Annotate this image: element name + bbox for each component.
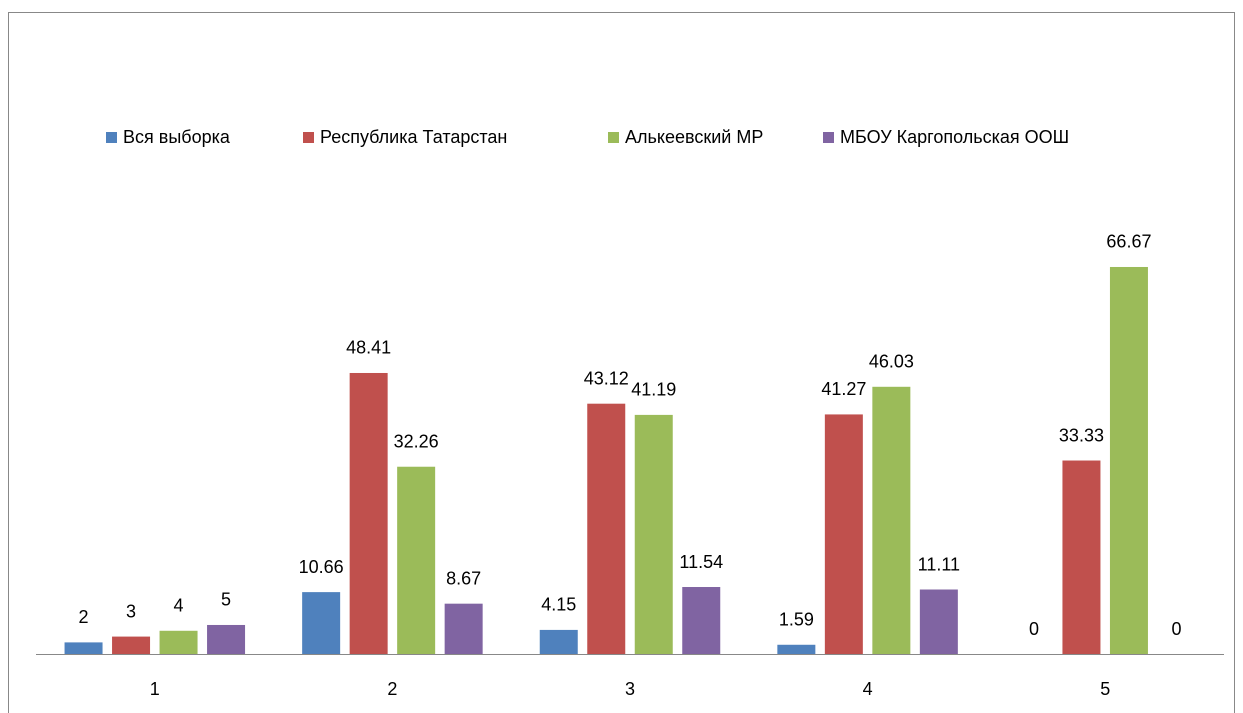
legend-swatch xyxy=(106,132,117,143)
data-label: 11.11 xyxy=(918,554,960,574)
bar xyxy=(302,592,341,654)
x-tick-label: 2 xyxy=(387,679,397,699)
data-label: 0 xyxy=(1029,619,1039,639)
data-label: 41.19 xyxy=(631,380,676,400)
data-label: 2 xyxy=(79,607,89,627)
data-label: 4.15 xyxy=(541,595,576,615)
legend-label: Алькеевский МР xyxy=(625,127,763,147)
legend-label: Республика Татарстан xyxy=(320,127,507,147)
bar xyxy=(634,414,673,654)
x-tick-label: 5 xyxy=(1100,679,1110,699)
bar xyxy=(682,587,721,654)
legend-label: Вся выборка xyxy=(123,127,231,147)
legend-swatch xyxy=(823,132,834,143)
data-label: 48.41 xyxy=(346,338,391,358)
data-label: 43.12 xyxy=(584,368,629,388)
bar xyxy=(1109,266,1148,654)
data-label: 3 xyxy=(126,601,136,621)
bar xyxy=(1062,460,1101,654)
x-tick-label: 3 xyxy=(625,679,635,699)
bar xyxy=(919,589,958,654)
x-tick-label: 1 xyxy=(150,679,160,699)
bar xyxy=(349,372,388,654)
data-label: 8.67 xyxy=(446,568,481,588)
data-label: 32.26 xyxy=(394,431,439,451)
bar xyxy=(872,386,911,654)
bar xyxy=(207,624,246,654)
bar xyxy=(159,630,198,654)
data-label: 41.27 xyxy=(821,379,866,399)
data-label: 1.59 xyxy=(779,610,814,630)
data-label: 4 xyxy=(174,596,184,616)
bar xyxy=(397,466,436,654)
bar xyxy=(539,629,578,654)
x-tick-label: 4 xyxy=(863,679,873,699)
data-label: 33.33 xyxy=(1059,425,1104,445)
chart-frame xyxy=(8,12,1235,713)
data-label: 11.54 xyxy=(679,552,723,572)
bar xyxy=(444,603,483,654)
data-label: 10.66 xyxy=(299,557,344,577)
legend-swatch xyxy=(303,132,314,143)
data-label: 5 xyxy=(221,590,231,610)
bar xyxy=(777,644,816,654)
legend-swatch xyxy=(608,132,619,143)
data-label: 46.03 xyxy=(869,352,914,372)
bar xyxy=(587,403,626,654)
data-label: 0 xyxy=(1171,619,1181,639)
bar xyxy=(112,636,151,654)
legend-label: МБОУ Каргопольская ООШ xyxy=(840,127,1069,147)
bar xyxy=(824,414,863,654)
bar xyxy=(64,642,103,654)
data-label: 66.67 xyxy=(1106,232,1151,252)
